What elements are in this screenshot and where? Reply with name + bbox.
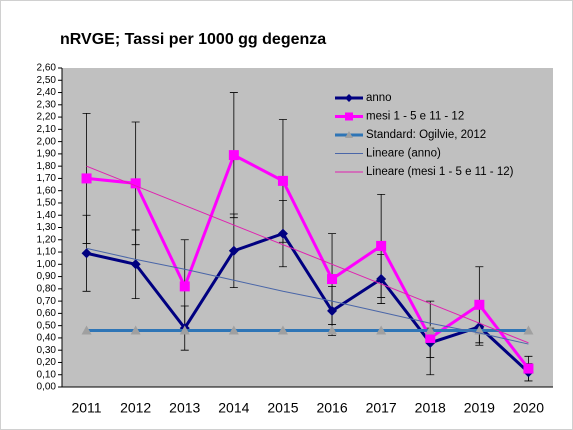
legend-marker	[345, 131, 353, 138]
y-tick-label: 1,30	[37, 222, 57, 233]
marker	[376, 325, 387, 335]
x-tick-label: 2015	[267, 400, 298, 416]
y-tick-label: 1,10	[37, 247, 57, 258]
marker	[81, 248, 92, 259]
y-tick-label: 1,60	[37, 185, 57, 196]
legend-marker	[345, 94, 353, 102]
legend-label: mesi 1 - 5 e 11 - 12	[366, 111, 464, 123]
series-line	[86, 152, 530, 370]
y-tick-label: 2,10	[37, 124, 57, 135]
marker	[228, 150, 239, 161]
y-tick-label: 1,00	[37, 259, 57, 270]
marker	[376, 274, 387, 285]
x-tick-label: 2013	[169, 400, 200, 416]
marker	[523, 363, 534, 374]
marker	[130, 178, 141, 189]
series-line	[86, 165, 529, 344]
marker	[277, 325, 288, 335]
legend-label: Lineare (mesi 1 - 5 e 11 - 12)	[366, 166, 514, 178]
marker	[277, 228, 288, 239]
y-tick-label: 0,90	[37, 271, 57, 282]
x-tick-label: 2011	[71, 400, 101, 416]
y-tick-label: 2,60	[37, 63, 57, 74]
y-tick-label: 1,50	[37, 198, 57, 209]
marker	[228, 245, 239, 256]
y-tick-label: 0,00	[37, 382, 57, 393]
x-tick-label: 2018	[415, 400, 446, 416]
legend-label: Lineare (anno)	[366, 148, 441, 160]
y-tick-label: 1,40	[37, 210, 57, 221]
marker	[81, 325, 92, 335]
marker	[81, 173, 92, 184]
series-line	[86, 247, 529, 345]
y-tick-label: 0,60	[37, 308, 57, 319]
y-tick-label: 0,10	[37, 369, 57, 380]
y-tick-label: 0,30	[37, 345, 57, 356]
legend-label: anno	[366, 92, 392, 104]
x-tick-label: 2016	[316, 400, 347, 416]
marker	[327, 274, 338, 285]
marker	[474, 299, 485, 310]
legend-label: Standard: Ogilvie, 2012	[366, 129, 486, 141]
x-tick-label: 2019	[464, 400, 495, 416]
y-tick-label: 0,80	[37, 283, 57, 294]
y-tick-label: 1,70	[37, 173, 57, 184]
marker	[277, 175, 288, 186]
x-tick-label: 2017	[366, 400, 397, 416]
marker	[179, 325, 190, 335]
x-tick-label: 2020	[513, 400, 544, 416]
y-tick-label: 2,50	[37, 75, 57, 86]
y-tick-label: 0,50	[37, 320, 57, 331]
y-tick-label: 2,30	[37, 99, 57, 110]
y-tick-label: 2,40	[37, 87, 57, 98]
x-tick-label: 2014	[218, 400, 249, 416]
y-tick-label: 1,80	[37, 161, 57, 172]
marker	[327, 305, 338, 316]
marker	[327, 325, 338, 335]
y-tick-label: 2,00	[37, 136, 57, 147]
chart-title: nRVGE; Tassi per 1000 gg degenza	[60, 31, 326, 48]
series-line	[86, 231, 530, 374]
marker	[425, 325, 436, 335]
legend-marker	[345, 112, 353, 121]
marker	[376, 240, 387, 251]
y-tick-label: 0,20	[37, 357, 57, 368]
y-tick-label: 0,40	[37, 333, 57, 344]
y-tick-label: 1,20	[37, 234, 57, 245]
marker	[523, 325, 534, 335]
x-tick-label: 2012	[120, 400, 151, 416]
marker	[179, 281, 190, 292]
marker	[130, 259, 141, 270]
marker	[130, 325, 141, 335]
y-tick-label: 0,70	[37, 296, 57, 307]
y-tick-label: 2,20	[37, 112, 57, 123]
marker	[228, 325, 239, 335]
y-tick-label: 1,90	[37, 149, 57, 160]
marker	[425, 332, 436, 343]
